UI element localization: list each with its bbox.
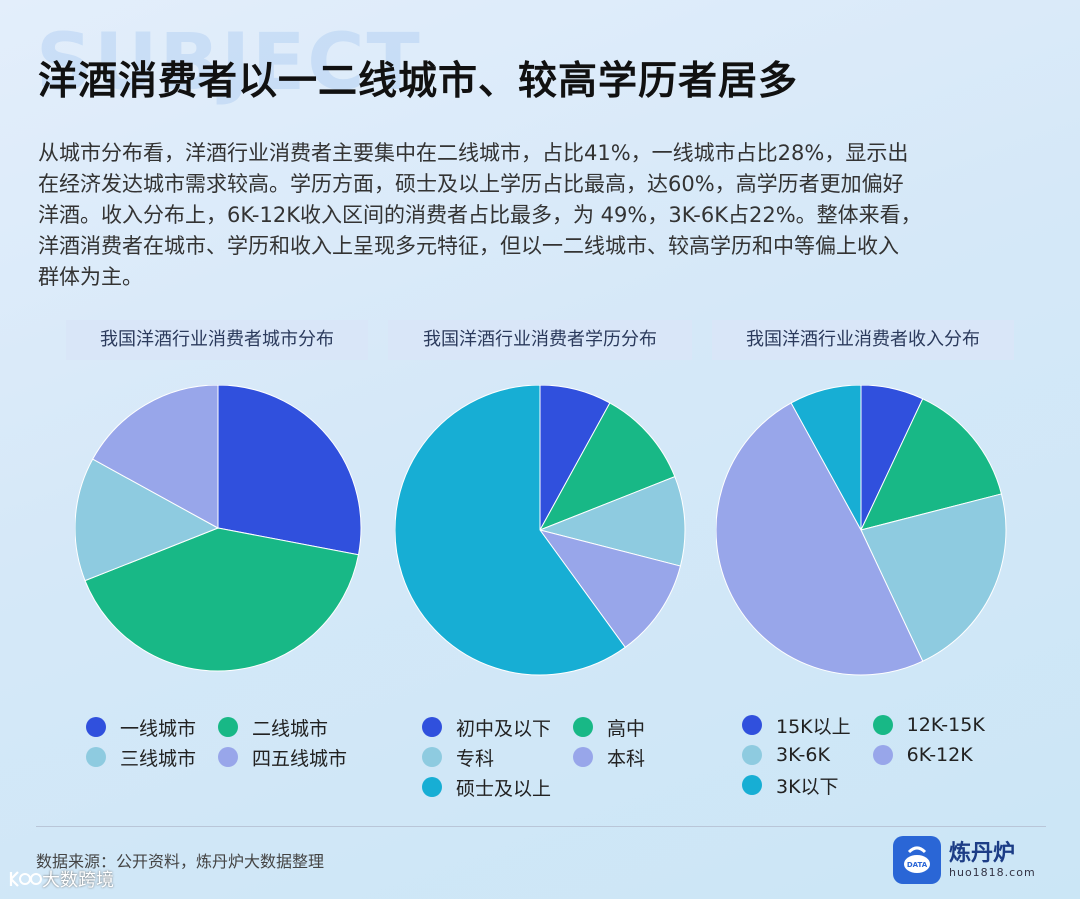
legend-label: 本科 (607, 747, 646, 770)
legend-swatch (86, 717, 106, 737)
legend-item: 硕士及以上 (422, 775, 552, 800)
legend-item: 一线城市 (86, 715, 197, 740)
pie-slice-6K-12K (716, 402, 924, 676)
footer-divider (36, 826, 1046, 827)
legend-swatch (573, 747, 594, 767)
legend-item: 12K-15K (872, 713, 985, 737)
legend-label: 一线城市 (120, 717, 197, 740)
legend-swatch (872, 715, 893, 735)
legend-label: 15K以上 (776, 715, 851, 738)
legend-label: 12K-15K (906, 714, 985, 736)
pie-slice-专科 (538, 475, 686, 567)
legend-swatch (872, 745, 893, 765)
logo-icon: DATA (893, 836, 941, 884)
pie-slice-高中 (538, 402, 676, 531)
legend-label: 硕士及以上 (456, 777, 552, 800)
legend-item: 三线城市 (86, 745, 197, 770)
education-pie-chart (395, 385, 686, 676)
legend-swatch (742, 745, 762, 765)
income-legend: 15K以上 12K-15K 3K-6K 6K-12K 3K以下 (742, 713, 985, 798)
pie-slice-四五线城市 (92, 385, 219, 529)
legend-swatch (86, 747, 106, 767)
description-line: 洋酒消费者在城市、学历和收入上呈现多元特征，但以一二线城市、较高学历和中等偏上收… (38, 234, 899, 258)
pie-slice-二线城市 (84, 527, 360, 672)
logo-url: huo1818.com (949, 865, 1036, 879)
logo-badge-text: DATA (907, 861, 928, 869)
legend-label: 二线城市 (252, 717, 329, 740)
legend-label: 三线城市 (120, 747, 197, 770)
description-line: 在经济发达城市需求较高。学历方面，硕士及以上学历占比最高，达60%，高学历者更加… (38, 172, 904, 196)
legend-item: 四五线城市 (218, 745, 348, 770)
legend-swatch (422, 777, 442, 797)
pie-slice-硕士及以上 (395, 385, 626, 676)
legend-item: 15K以上 (742, 713, 851, 738)
pie-slice-12K-15K (860, 398, 1003, 531)
legend-item: 二线城市 (218, 715, 347, 740)
description-paragraph: 从城市分布看，洋酒行业消费者主要集中在二线城市，占比41%，一线城市占比28%，… (38, 138, 1048, 293)
pie-slice-三线城市 (75, 458, 220, 582)
education-chart-title: 我国洋酒行业消费者学历分布 (388, 320, 692, 360)
legend-item: 专科 (422, 745, 551, 770)
legend-label: 初中及以下 (456, 717, 552, 740)
income-pie-chart (716, 385, 1007, 676)
description-line: 洋酒。收入分布上，6K-12K收入区间的消费者占比最多，为 49%，3K-6K占… (38, 203, 922, 227)
pie-slice-本科 (538, 529, 682, 649)
pie-slice-3K-6K (860, 493, 1007, 662)
legend-label: 3K-6K (776, 744, 830, 766)
legend-swatch (422, 747, 442, 767)
legend-label: 高中 (607, 717, 646, 740)
bottom-watermark: 大数跨境 (8, 866, 114, 892)
legend-swatch (218, 747, 239, 767)
city-chart-title: 我国洋酒行业消费者城市分布 (66, 320, 368, 360)
description-line: 群体为主。 (38, 265, 143, 289)
city-pie-chart (75, 385, 362, 672)
brand-logo: DATA 炼丹炉 huo1818.com (893, 836, 1036, 884)
logo-name: 炼丹炉 (949, 840, 1016, 866)
legend-label: 6K-12K (906, 744, 973, 766)
legend-item: 高中 (573, 715, 646, 740)
legend-swatch (742, 715, 762, 735)
legend-swatch (218, 717, 239, 737)
pie-slice-3K以下 (790, 385, 862, 531)
description-line: 从城市分布看，洋酒行业消费者主要集中在二线城市，占比41%，一线城市占比28%，… (38, 141, 909, 165)
legend-item: 3K-6K (742, 743, 851, 767)
legend-swatch (742, 775, 762, 795)
legend-item: 本科 (573, 745, 646, 770)
legend-swatch (422, 717, 442, 737)
watermark-logo-icon (9, 871, 42, 887)
income-chart-title: 我国洋酒行业消费者收入分布 (712, 320, 1014, 360)
data-source-note: 数据来源：公开资料，炼丹炉大数据整理 (36, 852, 325, 871)
education-legend: 初中及以下 高中 专科 本科 硕士及以上 (422, 715, 646, 800)
legend-item: 3K以下 (742, 773, 851, 798)
page-title: 洋酒消费者以一二线城市、较高学历者居多 (38, 59, 799, 104)
legend-item: 初中及以下 (422, 715, 552, 740)
legend-swatch (573, 717, 594, 737)
legend-label: 3K以下 (776, 775, 839, 798)
pie-slice-一线城市 (217, 385, 362, 556)
watermark-label: 大数跨境 (42, 870, 114, 891)
legend-label: 专科 (456, 747, 495, 770)
legend-label: 四五线城市 (252, 747, 348, 770)
legend-item: 6K-12K (872, 743, 985, 767)
background-watermark: SUBJECT (36, 18, 422, 108)
city-legend: 一线城市 二线城市 三线城市 四五线城市 (86, 715, 348, 770)
